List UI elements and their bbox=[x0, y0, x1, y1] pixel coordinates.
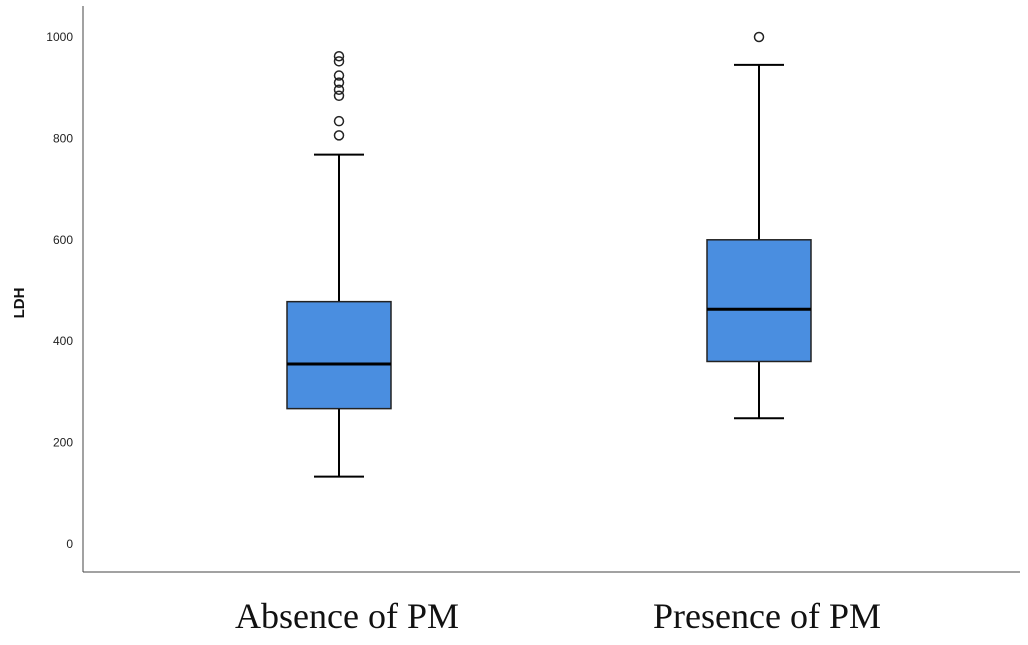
outlier-point bbox=[333, 84, 345, 95]
x-category-label: Presence of PM bbox=[653, 596, 881, 636]
outlier-point bbox=[333, 56, 345, 67]
y-tick-label: 800 bbox=[53, 131, 73, 145]
y-tick-label: 600 bbox=[53, 233, 73, 247]
outlier-point bbox=[333, 115, 345, 127]
x-category-label: Absence of PM bbox=[235, 596, 459, 636]
y-tick-label: 200 bbox=[53, 436, 73, 450]
outlier-point bbox=[333, 51, 345, 62]
y-tick-label: 0 bbox=[66, 537, 73, 551]
outlier-point bbox=[333, 130, 345, 141]
outlier-point bbox=[333, 70, 345, 81]
iqr-box bbox=[706, 239, 812, 363]
y-tick-label: 400 bbox=[53, 334, 73, 348]
category-labels: Absence of PM Presence of PM bbox=[235, 596, 881, 636]
iqr-box bbox=[286, 300, 392, 410]
y-tick-label: 1000 bbox=[46, 30, 73, 44]
y-tick-labels: 0 200 400 600 800 1000 bbox=[46, 30, 73, 551]
outlier-point bbox=[753, 31, 765, 43]
boxes-group bbox=[286, 31, 812, 478]
outlier-point bbox=[333, 77, 345, 88]
box-absence bbox=[286, 51, 392, 478]
y-axis-label: LDH bbox=[11, 288, 28, 319]
box-presence bbox=[706, 31, 812, 420]
outlier-point bbox=[333, 90, 345, 102]
